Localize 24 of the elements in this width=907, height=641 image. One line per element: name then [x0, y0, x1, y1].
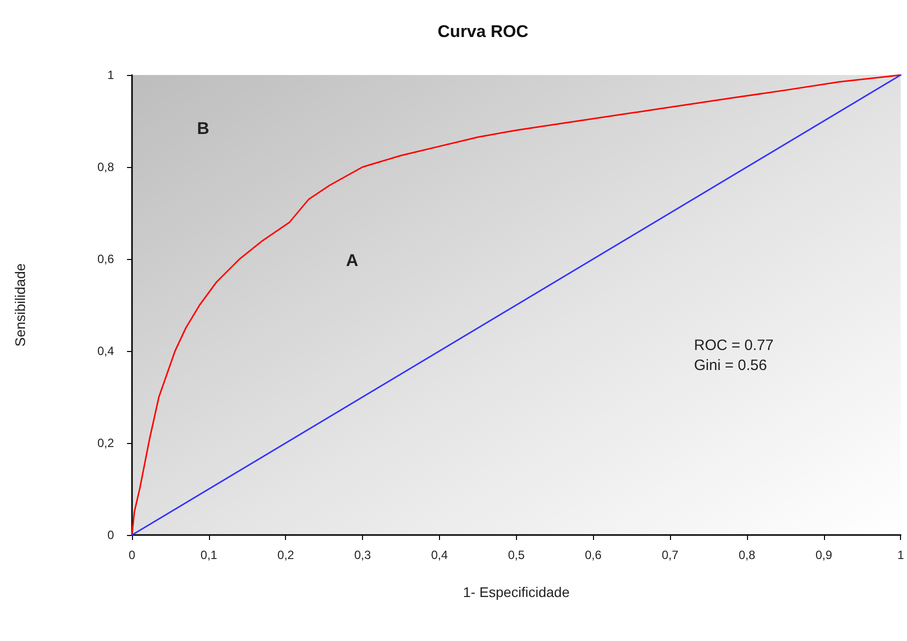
x-tick-label: 0,3 — [354, 548, 372, 562]
x-tick-label: 0,4 — [431, 548, 448, 562]
x-tick-label: 0 — [128, 548, 136, 562]
annotation: B — [197, 119, 210, 138]
x-tick-label: 0,9 — [815, 548, 832, 562]
y-tick-label: 0 — [107, 528, 114, 542]
y-tick-label: 0,2 — [97, 436, 114, 450]
x-tick-label: 1 — [897, 548, 904, 562]
y-axis-title: Sensibilidade — [12, 263, 28, 347]
y-tick-label: 0,6 — [97, 252, 114, 266]
x-tick-label: 0,2 — [277, 548, 294, 562]
annotation: Gini = 0.56 — [694, 357, 767, 374]
annotation: A — [346, 251, 358, 270]
x-tick-label: 0,7 — [662, 548, 679, 562]
y-tick-label: 0,4 — [97, 344, 114, 358]
x-axis-title: 1- Especificidade — [463, 584, 570, 600]
y-tick-label: 0,8 — [97, 160, 114, 174]
chart-title: Curva ROC — [438, 22, 528, 41]
x-tick-label: 0,5 — [508, 548, 525, 562]
x-tick-label: 0,1 — [200, 548, 218, 562]
annotation: ROC = 0.77 — [694, 337, 774, 354]
x-tick-label: 0,6 — [584, 548, 602, 562]
x-tick-label: 0,8 — [738, 548, 756, 562]
y-tick-label: 1 — [107, 68, 114, 82]
